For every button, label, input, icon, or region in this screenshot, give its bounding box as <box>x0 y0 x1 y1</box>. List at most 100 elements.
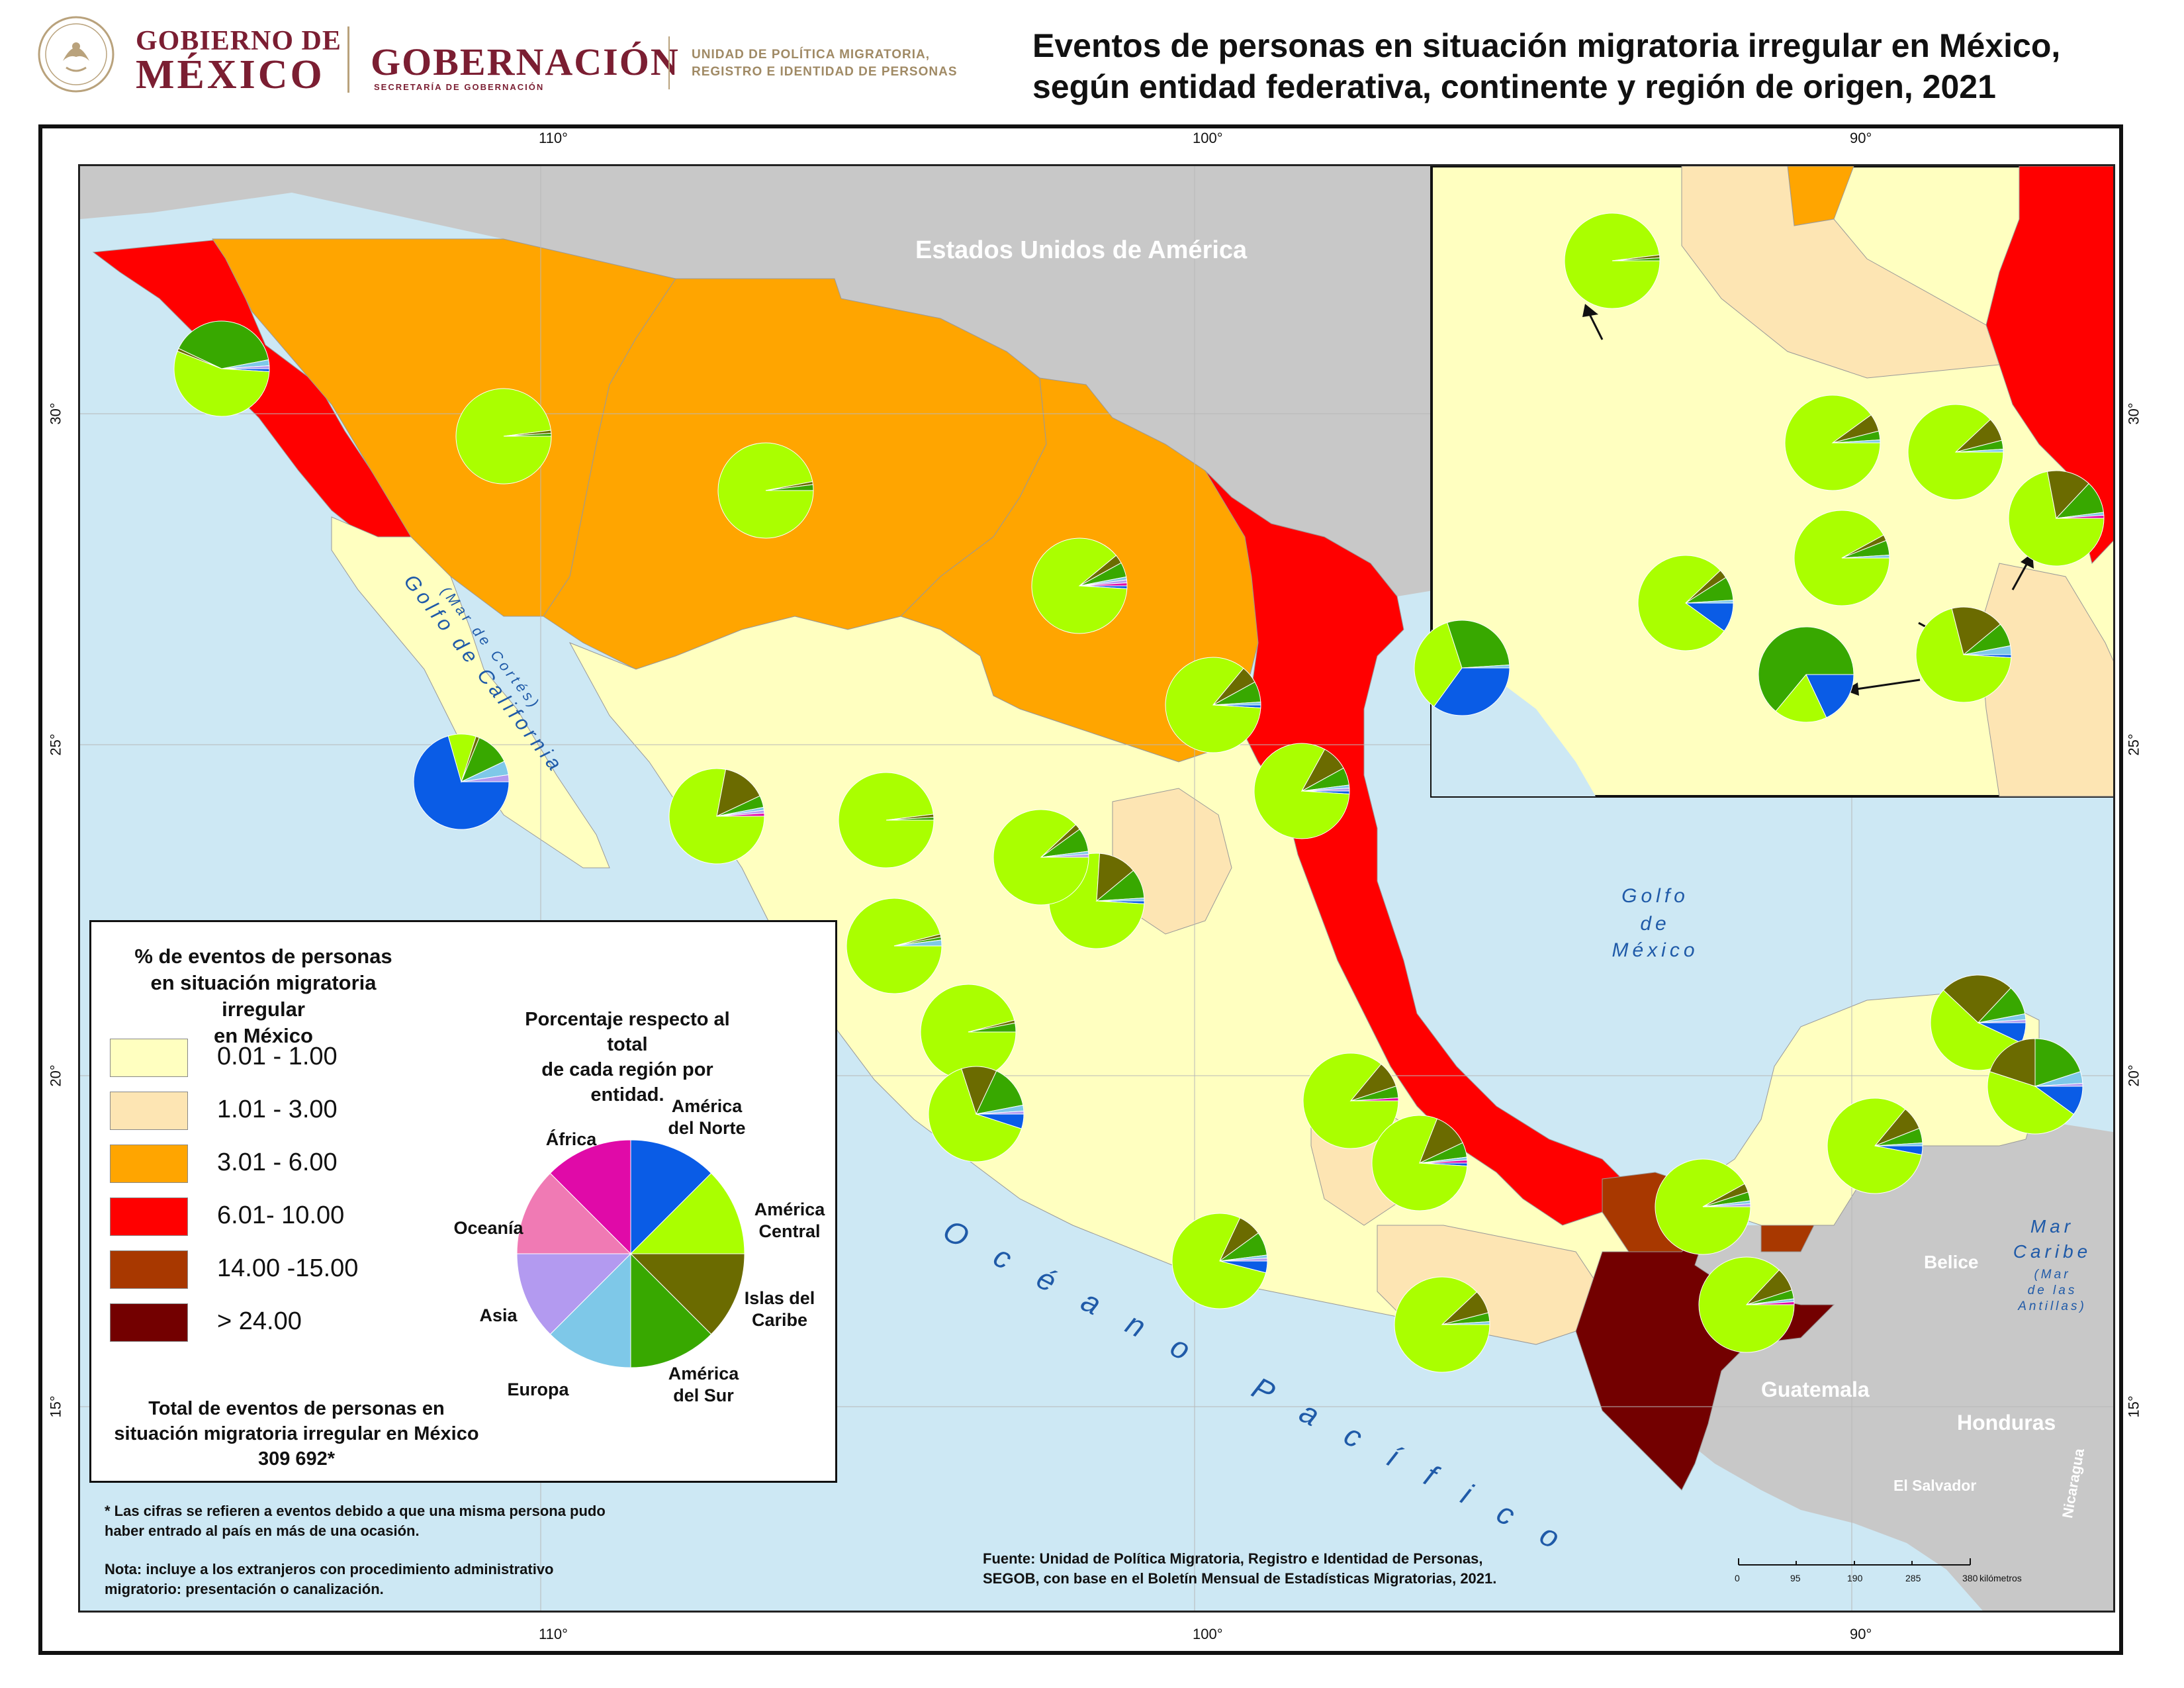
state-pie-slice <box>1096 897 1145 902</box>
lon-label-top-90: 90° <box>1850 130 1872 146</box>
state-pie-slice <box>2034 1082 2083 1087</box>
arrow-line-4 <box>1856 679 1921 690</box>
legend-pie-label-oceania: Oceanía <box>453 1218 523 1238</box>
state-pie-slice <box>1978 1019 2026 1023</box>
legend-swatch-6 <box>110 1303 188 1342</box>
mar-caribe-label-5: Antillas) <box>2018 1299 2087 1313</box>
unidad-line-2: REGISTRO E IDENTIDAD DE PERSONAS <box>692 65 958 79</box>
scale-bar-graphic <box>1738 1558 1971 1566</box>
lat-label-right-30: 30° <box>2125 402 2142 425</box>
legend-class-label-4: 6.01- 10.00 <box>217 1201 345 1229</box>
title-line-2: según entidad federativa, continente y r… <box>1032 68 1996 105</box>
lon-label-bottom-100: 100° <box>1193 1626 1223 1642</box>
state-pie-slice <box>1419 1159 1468 1164</box>
state-pie-slice <box>1989 1038 2036 1087</box>
lat-label-left-15: 15° <box>47 1395 64 1418</box>
legend-pie-chart <box>516 1139 745 1368</box>
state-pie-slice <box>1841 554 1890 559</box>
scale-tick-380: 380 <box>1962 1573 1978 1583</box>
state-pie-slice <box>2034 1038 2081 1087</box>
source-line-1: Fuente: Unidad de Política Migratoria, R… <box>983 1550 1483 1567</box>
state-pie-slice <box>716 769 760 817</box>
scale-tick-0: 0 <box>1735 1573 1740 1583</box>
map-frame <box>38 124 2123 1655</box>
lat-label-left-25: 25° <box>47 733 64 756</box>
lat-label-left-20: 20° <box>47 1064 64 1087</box>
unidad-line-1: UNIDAD DE POLÍTICA MIGRATORIA, <box>692 48 931 62</box>
belice-label: Belice <box>1924 1252 1979 1272</box>
lat-label-right-20: 20° <box>2125 1064 2142 1087</box>
state-pie-slice <box>1805 674 1854 718</box>
legend-pie-slice <box>630 1252 712 1368</box>
source-line-2: SEGOB, con base en el Boletín Mensual de… <box>983 1570 1497 1587</box>
total-line-1: Total de eventos de personas en <box>148 1398 445 1419</box>
arrow-line-2 <box>2011 563 2028 590</box>
state-pie-slice <box>1301 787 1350 792</box>
total-events: Total de eventos de personas en situació… <box>95 1396 498 1472</box>
legend-swatch-3 <box>110 1145 188 1183</box>
state-pie-slice <box>173 350 270 417</box>
pie-explanation-line-1: Porcentaje respecto al total <box>525 1009 730 1055</box>
legend-class-label-3: 3.01 - 6.00 <box>217 1149 338 1176</box>
legend-pie-label-asia: Asia <box>479 1305 518 1325</box>
scale-unit: kilómetros <box>1979 1573 2022 1583</box>
state-pie-slice <box>976 1110 1024 1115</box>
title-line-1: Eventos de personas en situación migrato… <box>1032 27 2061 64</box>
state-pie-slice <box>893 939 942 947</box>
state-pie-slice <box>976 1070 1024 1115</box>
lat-label-right-25: 25° <box>2125 733 2142 756</box>
mexico-text: MÉXICO <box>136 52 325 97</box>
state-pie-slice <box>2046 470 2089 520</box>
state-pie-charts <box>173 212 2105 1373</box>
legend-pie-slice <box>516 1172 632 1254</box>
state-pie-slice <box>765 484 814 491</box>
state-pie-slice <box>1758 626 1854 712</box>
legend-title-line-2: en situación migratoria irregular <box>150 971 377 1021</box>
procedure-note-line-2: migratorio: presentación o canalización. <box>105 1581 384 1597</box>
state-pie-slice <box>928 1068 1023 1162</box>
total-value: 309 692* <box>257 1448 336 1470</box>
legend-swatch-5 <box>110 1250 188 1289</box>
state-pie-slice <box>1775 674 1827 723</box>
page-title: Eventos de personas en situación migrato… <box>1032 25 2060 107</box>
legend-pie-slice <box>629 1253 745 1335</box>
state-pie-slice <box>1951 606 2001 655</box>
legend-class-label-1: 0.01 - 1.00 <box>217 1043 338 1070</box>
gobernacion-logo-text: GOBERNACIÓN <box>371 40 680 83</box>
scale-tick-285: 285 <box>1905 1573 1921 1583</box>
legend-pie-label-europa: Europa <box>507 1380 569 1399</box>
state-pie-slice <box>1915 608 2012 703</box>
usa-landmass <box>80 166 1437 596</box>
gobierno-de-text: GOBIERNO DE <box>136 26 341 56</box>
golfo-mexico-label-2: de <box>1640 913 1670 935</box>
state-baja-california-sur <box>331 516 610 868</box>
mar-caribe-label-1: Mar <box>2030 1216 2075 1237</box>
asterisk-note-line-2: haber entrado al país en más de una ocas… <box>105 1523 420 1539</box>
procedure-note: Nota: incluye a los extranjeros con proc… <box>105 1560 554 1599</box>
state-pie-slice <box>716 812 765 817</box>
procedure-note-line-1: Nota: incluye a los extranjeros con proc… <box>105 1561 554 1577</box>
header-divider-2 <box>668 36 670 89</box>
legend-pie-slice <box>549 1252 631 1368</box>
total-line-2: situación migratoria irregular en México <box>114 1423 479 1444</box>
legend-class-label-6: > 24.00 <box>217 1307 302 1335</box>
lat-label-right-15: 15° <box>2125 1395 2142 1418</box>
legend-pie-label-america-sur: América del Sur <box>668 1364 739 1405</box>
legend-class-label-2: 1.01 - 3.00 <box>217 1096 338 1123</box>
legend-swatch-4 <box>110 1197 188 1236</box>
state-pie-slice <box>1963 645 2012 655</box>
pie-explanation: Porcentaje respecto al total de cada reg… <box>515 1007 740 1107</box>
legend-title-line-1: % de eventos de personas <box>134 945 392 968</box>
lon-label-top-110: 110° <box>539 130 568 146</box>
honduras-label: Honduras <box>1957 1411 2056 1434</box>
pie-explanation-line-2: de cada región por entidad. <box>541 1059 713 1105</box>
source-note: Fuente: Unidad de Política Migratoria, R… <box>983 1549 1496 1589</box>
inset-light-orange-1 <box>1681 166 2000 379</box>
lat-label-left-30: 30° <box>47 402 64 425</box>
state-pie-slice <box>1874 1142 1923 1147</box>
state-pie-slice <box>1350 1097 1399 1102</box>
state-pie-slice <box>1414 622 1463 707</box>
usa-label: Estados Unidos de América <box>915 236 1248 264</box>
legend-pie-label-africa: África <box>545 1129 597 1149</box>
arrowhead-icon <box>1582 304 1598 317</box>
